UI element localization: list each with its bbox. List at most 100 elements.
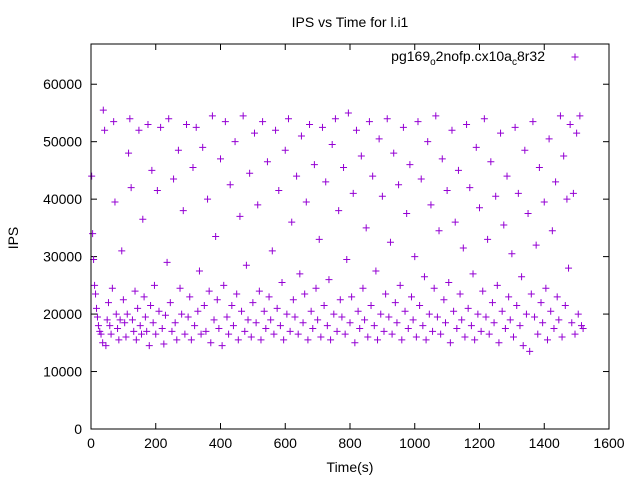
data-point-132 <box>283 310 291 318</box>
data-point-219 <box>424 138 432 146</box>
data-point-232 <box>445 278 453 286</box>
data-point-117 <box>259 118 267 126</box>
data-point-31 <box>126 115 134 123</box>
y-axis-label: IPS <box>5 227 21 250</box>
data-point-37 <box>134 304 142 312</box>
data-point-53 <box>155 307 163 315</box>
data-point-83 <box>204 195 212 203</box>
x-tick-label-2: 400 <box>209 435 233 451</box>
data-point-208 <box>406 161 414 169</box>
data-point-217 <box>420 273 428 281</box>
data-point-237 <box>453 324 461 332</box>
data-point-203 <box>398 336 406 344</box>
data-point-205 <box>401 307 409 315</box>
data-point-234 <box>448 126 456 134</box>
data-point-76 <box>192 123 200 131</box>
data-point-161 <box>330 310 338 318</box>
data-point-28 <box>122 333 130 341</box>
data-point-200 <box>393 319 401 327</box>
data-point-165 <box>336 296 344 304</box>
data-point-238 <box>454 166 462 174</box>
data-point-268 <box>503 172 511 180</box>
data-point-70 <box>183 120 191 128</box>
data-point-244 <box>464 304 472 312</box>
data-point-296 <box>548 227 556 235</box>
data-point-171 <box>346 319 354 327</box>
data-point-209 <box>408 293 416 301</box>
data-point-223 <box>430 284 438 292</box>
data-point-250 <box>474 310 482 318</box>
data-point-272 <box>509 333 517 341</box>
data-point-82 <box>202 327 210 335</box>
data-point-240 <box>458 316 466 324</box>
data-point-210 <box>409 316 417 324</box>
data-point-12 <box>101 126 109 134</box>
data-point-298 <box>552 178 560 186</box>
data-point-126 <box>273 304 281 312</box>
data-point-173 <box>349 189 357 197</box>
data-point-113 <box>252 319 260 327</box>
data-point-184 <box>367 301 375 309</box>
x-tick-label-5: 1000 <box>399 435 430 451</box>
y-tick-label-2: 20000 <box>43 306 82 322</box>
data-point-33 <box>128 316 136 324</box>
data-point-196 <box>386 238 394 246</box>
data-point-170 <box>344 109 352 117</box>
data-point-102 <box>234 336 242 344</box>
data-point-139 <box>294 330 302 338</box>
data-point-51 <box>152 330 160 338</box>
data-point-136 <box>289 296 297 304</box>
data-point-147 <box>307 307 315 315</box>
data-point-206 <box>403 210 411 218</box>
data-point-228 <box>438 155 446 163</box>
data-point-188 <box>374 336 382 344</box>
data-point-11 <box>99 106 107 114</box>
data-point-103 <box>236 212 244 220</box>
data-point-38 <box>135 126 143 134</box>
data-point-30 <box>125 149 133 157</box>
data-point-221 <box>427 201 435 209</box>
data-point-81 <box>200 301 208 309</box>
data-point-18 <box>108 284 116 292</box>
data-point-304 <box>561 301 569 309</box>
data-point-135 <box>288 218 296 226</box>
data-point-25 <box>118 247 126 255</box>
data-point-289 <box>537 299 545 307</box>
data-point-256 <box>484 235 492 243</box>
data-point-100 <box>231 138 239 146</box>
data-point-5 <box>93 304 101 312</box>
x-tick-label-3: 600 <box>274 435 298 451</box>
y-tick-label-5: 50000 <box>43 134 82 150</box>
data-point-198 <box>390 149 398 157</box>
data-point-266 <box>500 221 508 229</box>
data-point-74 <box>189 164 197 172</box>
data-point-71 <box>184 313 192 321</box>
data-point-278 <box>519 342 527 350</box>
data-point-7 <box>94 322 102 330</box>
data-point-245 <box>466 184 474 192</box>
data-point-187 <box>372 267 380 275</box>
data-point-255 <box>482 313 490 321</box>
data-point-61 <box>168 327 176 335</box>
data-point-239 <box>456 290 464 298</box>
data-point-241 <box>459 244 467 252</box>
data-point-265 <box>498 307 506 315</box>
data-point-90 <box>215 324 223 332</box>
data-point-87 <box>210 316 218 324</box>
data-point-213 <box>414 118 422 126</box>
x-tick-label-8: 1600 <box>593 435 624 451</box>
data-point-267 <box>501 324 509 332</box>
data-point-65 <box>174 146 182 154</box>
data-point-114 <box>254 201 262 209</box>
data-point-17 <box>107 330 115 338</box>
data-point-77 <box>194 307 202 315</box>
data-point-281 <box>524 210 532 218</box>
data-point-192 <box>380 327 388 335</box>
data-point-157 <box>323 322 331 330</box>
data-point-230 <box>442 319 450 327</box>
data-point-108 <box>244 316 252 324</box>
data-point-131 <box>281 146 289 154</box>
data-point-154 <box>318 123 326 131</box>
data-point-112 <box>250 129 258 137</box>
data-point-262 <box>493 281 501 289</box>
